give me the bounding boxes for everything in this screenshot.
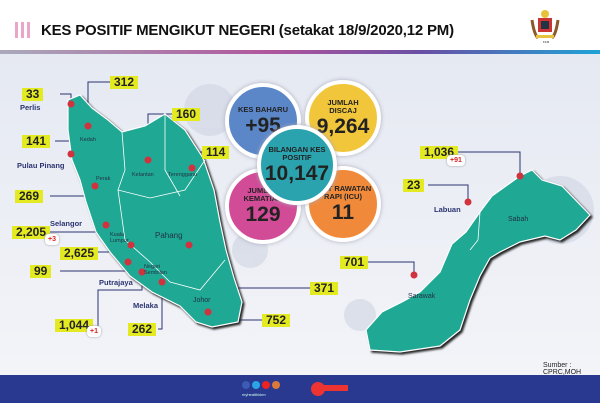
selangor-cases: 2,205 xyxy=(12,226,51,239)
kuala-lumpur-cases: 2,625 xyxy=(60,247,99,260)
icu-circle: UNIT RAWATAN RAPI (ICU) 11 xyxy=(305,166,381,242)
pin-icon-sabah xyxy=(516,172,524,180)
footer xyxy=(0,375,600,403)
pin-icon-kelantan xyxy=(144,156,152,164)
page-title: KES POSITIF MENGIKUT NEGERI (setakat 18/… xyxy=(41,22,454,39)
pulau-pinang-label: Pulau Pinang xyxy=(17,161,65,170)
campaign-logo xyxy=(311,382,348,396)
instagram-icon[interactable] xyxy=(272,381,280,389)
pin-icon-putrajaya xyxy=(124,258,132,266)
sabah-new-badge: +91 xyxy=(447,155,465,166)
pin-icon-perlis xyxy=(67,100,75,108)
putrajaya-label: Putrajaya xyxy=(99,278,133,287)
deaths-label: JUMLAH KEMATIAN xyxy=(243,185,283,203)
total-cases-circle: BILANGAN KES POSITIF 10,147 xyxy=(257,125,337,205)
state-borders xyxy=(117,114,481,291)
youtube-icon[interactable] xyxy=(262,381,270,389)
ministry-crest-logo xyxy=(530,10,560,40)
perlis-cases: 33 xyxy=(22,88,44,101)
map-area xyxy=(0,54,600,375)
icu-value: 11 xyxy=(331,200,355,224)
kedah-cases: 312 xyxy=(110,76,139,89)
pin-icon-pulau-pinang xyxy=(67,150,75,158)
negeri-sembilan-cases: 262 xyxy=(128,323,157,336)
kuala-lumpur-label: Kuala Lumpur xyxy=(110,232,129,244)
pin-icon-selangor xyxy=(102,221,110,229)
johor-cases: 752 xyxy=(262,314,291,327)
title-accent-bars xyxy=(15,22,33,43)
johor-label: Johor xyxy=(193,297,211,304)
discharged-label: JUMLAH DISCAJ xyxy=(327,97,359,115)
terengganu-label: Terengganu xyxy=(168,172,198,178)
perak-label: Perak xyxy=(96,176,111,182)
pahang-label: Pahang xyxy=(155,231,183,240)
labuan-cases: 23 xyxy=(403,179,425,192)
sabah-label: Sabah xyxy=(508,216,529,223)
discharged-value: 9,264 xyxy=(316,114,370,138)
pin-icon-pahang xyxy=(185,241,193,249)
total-cases-value: 10,147 xyxy=(264,161,330,185)
melaka-label: Melaka xyxy=(133,301,159,310)
total-cases-label: BILANGAN KES POSITIF xyxy=(268,144,326,162)
pulau-pinang-cases: 141 xyxy=(22,135,51,148)
header-divider xyxy=(0,50,600,54)
negeri-sembilan-label: Negeri Sembilan xyxy=(144,264,167,276)
sarawak-cases: 701 xyxy=(340,256,369,269)
crest-caption: KKM xyxy=(542,40,550,44)
new-cases-value: +95 xyxy=(245,113,281,137)
facebook-icon[interactable] xyxy=(242,381,250,389)
social-icons xyxy=(242,381,280,389)
pin-icon-melaka xyxy=(158,278,166,286)
pin-icon-johor xyxy=(204,308,212,316)
labuan-label: Labuan xyxy=(434,205,461,214)
kelantan-label: Kelantan xyxy=(132,172,154,178)
header: KES POSITIF MENGIKUT NEGERI (setakat 18/… xyxy=(0,0,600,50)
peninsular-malaysia xyxy=(67,94,243,328)
location-pins xyxy=(67,100,524,316)
sarawak-label: Sarawak xyxy=(408,293,436,300)
pin-icon-terengganu xyxy=(188,164,196,172)
melaka-cases: 1,044 xyxy=(55,319,94,332)
malaysia-map xyxy=(45,81,594,353)
new-cases-label: KES BAHARU xyxy=(237,104,288,114)
putrajaya-cases: 99 xyxy=(30,265,52,278)
icu-label: UNIT RAWATAN RAPI (ICU) xyxy=(314,183,372,201)
selangor-new-badge: +3 xyxy=(45,234,59,245)
selangor-label: Selangor xyxy=(50,219,83,228)
pin-icon-kedah xyxy=(84,122,92,130)
source-note: Sumber : CPRC,MOH xyxy=(543,362,582,376)
terengganu-cases: 114 xyxy=(202,146,230,159)
deaths-value: 129 xyxy=(245,202,281,226)
melaka-new-badge: +1 xyxy=(87,326,101,337)
perak-cases: 269 xyxy=(15,190,44,203)
east-malaysia xyxy=(365,169,591,353)
perlis-label: Perlis xyxy=(20,103,41,112)
discharged-circle: JUMLAH DISCAJ 9,264 xyxy=(305,80,381,156)
kedah-label: Kedah xyxy=(80,137,96,143)
pin-icon-negeri-sembilan xyxy=(138,268,146,276)
pin-icon-perak xyxy=(91,182,99,190)
kelantan-cases: 160 xyxy=(172,108,201,121)
pahang-cases: 371 xyxy=(310,282,339,295)
social-handle: myhealthkkm xyxy=(242,392,266,397)
twitter-icon[interactable] xyxy=(252,381,260,389)
pin-icon-labuan xyxy=(464,198,472,206)
pin-icon-sarawak xyxy=(410,271,418,279)
pin-icon-kuala-lumpur xyxy=(127,241,135,249)
